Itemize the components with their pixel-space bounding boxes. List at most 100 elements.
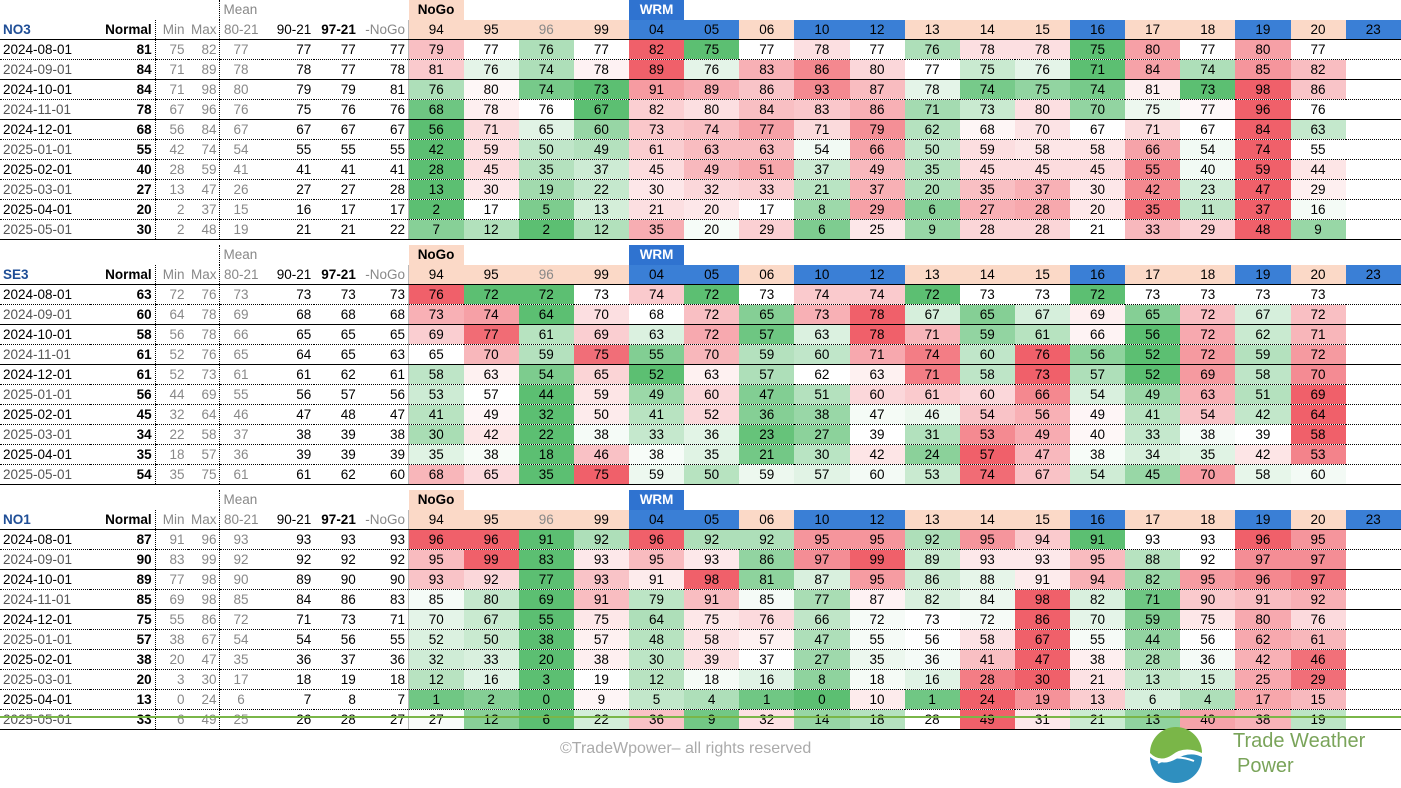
mean-97-21-value: 28: [314, 709, 359, 730]
year-value-cell: 93: [573, 549, 629, 570]
table-row: 2025-03-01 34 22 58 37 38 39 38 30 42 22 38 33 36 23 27…: [0, 424, 1401, 445]
data-table: Mean NoGo WRM NO1 Normal Min Max 80-21 90-21 97-2…: [0, 490, 1401, 730]
year-value-cell: 93: [959, 549, 1015, 570]
year-value-cell: [1345, 39, 1401, 60]
year-value-cell: 74: [629, 284, 685, 305]
year-value-cell: 0: [794, 689, 850, 710]
mean-80-21-value: 54: [219, 139, 262, 160]
max-value: 73: [187, 364, 220, 385]
mean-97-21-value: 39: [314, 424, 359, 445]
mean-80-21-value: 77: [219, 39, 262, 60]
year-value-cell: 70: [1180, 464, 1236, 485]
year-value-cell: 76: [463, 59, 519, 80]
year-value-cell: 88: [1125, 549, 1181, 570]
mean-90-21-value: 84: [261, 589, 315, 610]
year-value-cell: 82: [1290, 59, 1346, 80]
year-value-cell: 19: [1290, 709, 1346, 730]
min-value: 55: [154, 609, 188, 630]
mean-80-21-value: 61: [219, 464, 262, 485]
year-value-cell: 53: [904, 464, 960, 485]
year-value-cell: 52: [407, 629, 464, 650]
year-value-cell: 17: [463, 199, 519, 220]
region-label: NO1: [0, 509, 91, 530]
year-header: 14: [959, 19, 1015, 40]
year-value-cell: 86: [1290, 79, 1346, 100]
year-value-cell: 60: [1290, 464, 1346, 485]
year-value-cell: 70: [407, 609, 464, 630]
year-value-cell: 42: [1235, 404, 1291, 425]
year-value-cell: 23: [739, 424, 795, 445]
mean-80-21-header: 80-21: [219, 509, 262, 530]
normal-value: 54: [90, 464, 156, 485]
min-value: 20: [154, 649, 188, 670]
nogo-mean-value: 61: [358, 364, 409, 385]
nogo-mean-value: 60: [358, 464, 409, 485]
row-date: 2024-09-01: [0, 304, 91, 325]
year-value-cell: 86: [739, 79, 795, 100]
year-value-cell: 72: [1180, 304, 1236, 325]
year-value-cell: 35: [518, 159, 574, 180]
year-value-cell: 70: [573, 304, 629, 325]
year-value-cell: 4: [684, 689, 740, 710]
year-value-cell: 6: [794, 219, 850, 240]
year-value-cell: 41: [1125, 404, 1181, 425]
year-value-cell: [1345, 139, 1401, 160]
mean-90-21-value: 68: [261, 304, 315, 325]
year-value-cell: 95: [849, 569, 905, 590]
year-value-cell: [1345, 119, 1401, 140]
mean-80-21-value: 54: [219, 629, 262, 650]
year-value-cell: 58: [1070, 139, 1126, 160]
min-value: 77: [154, 569, 188, 590]
mean-97-21-value: 76: [314, 99, 359, 120]
year-value-cell: 30: [629, 649, 685, 670]
normal-value: 27: [90, 179, 156, 200]
year-header: 15: [1014, 509, 1070, 530]
year-value-cell: 84: [739, 99, 795, 120]
normal-value: 63: [90, 284, 156, 305]
year-value-cell: [1345, 569, 1401, 590]
year-value-cell: 92: [573, 529, 629, 550]
mean-97-21-value: 65: [314, 344, 359, 365]
year-header: 20: [1290, 19, 1346, 40]
min-header: Min: [154, 264, 188, 285]
year-value-cell: 79: [629, 589, 685, 610]
table-row: 2024-10-01 84 71 98 80 79 79 81 76 80 74 73 91 89 86 93…: [0, 79, 1401, 100]
year-value-cell: 71: [1290, 324, 1346, 345]
min-value: 64: [154, 304, 188, 325]
year-value-cell: [1345, 219, 1401, 240]
row-date: 2024-10-01: [0, 324, 91, 345]
year-value-cell: 37: [1235, 199, 1291, 220]
mean-80-21-value: 26: [219, 179, 262, 200]
year-value-cell: 75: [1180, 609, 1236, 630]
year-value-cell: [1345, 59, 1401, 80]
mean-90-21-value: 79: [261, 79, 315, 100]
year-value-cell: 23: [1180, 179, 1236, 200]
year-value-cell: [1345, 284, 1401, 305]
nogo-mean-value: 17: [358, 199, 409, 220]
year-value-cell: 60: [849, 384, 905, 405]
year-value-cell: 29: [739, 219, 795, 240]
year-value-cell: 82: [629, 99, 685, 120]
max-value: 47: [187, 179, 220, 200]
year-value-cell: 86: [904, 569, 960, 590]
year-value-cell: 73: [1180, 284, 1236, 305]
year-header: 95: [463, 19, 519, 40]
row-date: 2025-05-01: [0, 464, 91, 485]
year-value-cell: 38: [573, 424, 629, 445]
year-value-cell: 87: [794, 569, 850, 590]
year-value-cell: 29: [1290, 669, 1346, 690]
table-row: 2024-10-01 89 77 98 90 89 90 90 93 92 77 93 91 98 81 87…: [0, 569, 1401, 590]
nogo-tag: NoGo: [408, 0, 464, 20]
year-value-cell: 18: [849, 669, 905, 690]
mean-80-21-value: 92: [219, 549, 262, 570]
mean-90-21-value: 93: [261, 529, 315, 550]
year-value-cell: 57: [739, 629, 795, 650]
max-header: Max: [187, 264, 220, 285]
year-value-cell: 28: [1014, 219, 1070, 240]
year-value-cell: 73: [1014, 284, 1070, 305]
year-value-cell: 12: [573, 219, 629, 240]
year-value-cell: 35: [1180, 444, 1236, 465]
year-value-cell: 59: [1235, 159, 1291, 180]
year-value-cell: 73: [573, 79, 629, 100]
year-value-cell: 39: [684, 649, 740, 670]
